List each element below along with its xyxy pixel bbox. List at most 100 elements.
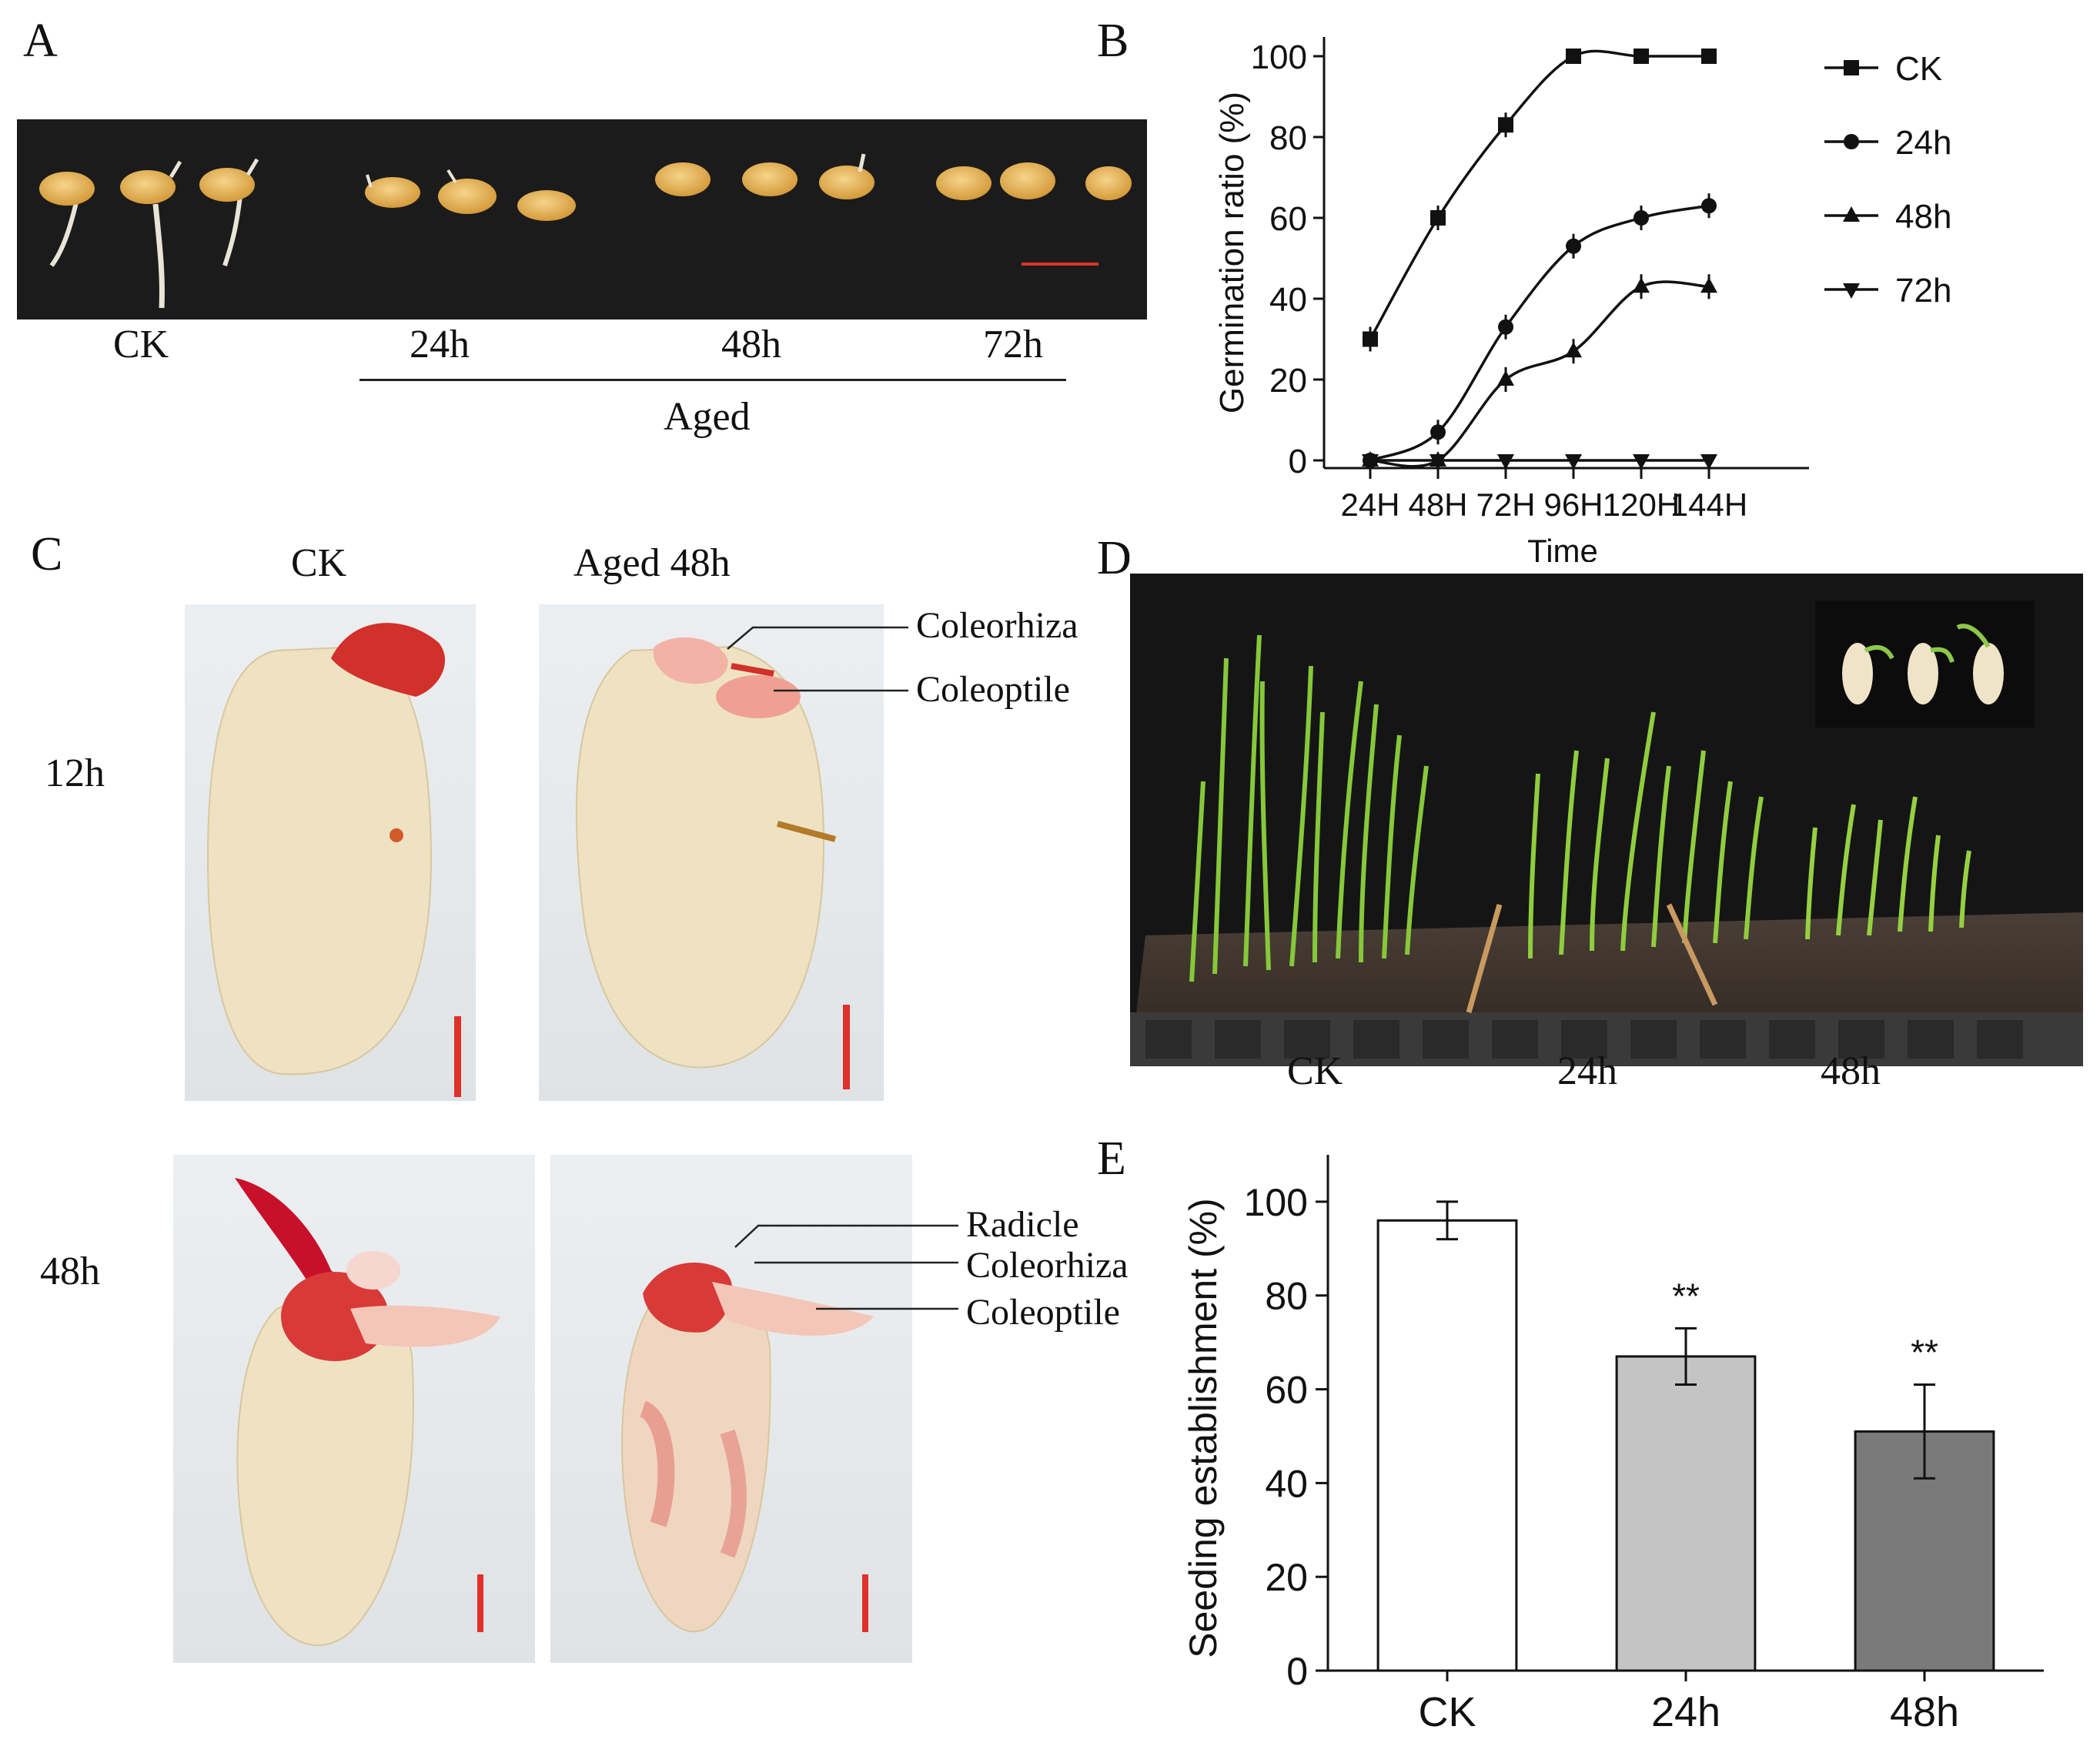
panel-c-row-48h: 48h [40,1250,100,1293]
annot-12h-coleoptile: Coleoptile [916,669,1070,710]
e-x-tick-label: CK [1418,1689,1476,1735]
b-y-tick-label: 60 [1269,200,1307,238]
e-significance-label: ** [1672,1276,1700,1316]
panel-c-col-ck: CK [291,541,347,585]
e-y-tick-label: 80 [1265,1275,1308,1318]
panel-a-label-72h: 72h [983,323,1043,366]
e-y-tick-label: 0 [1286,1650,1308,1693]
e-significance-label: ** [1911,1332,1938,1372]
b-y-tick-label: 20 [1269,362,1307,400]
b-legend-label: 48h [1895,198,1951,236]
panel-d-label-ck: CK [1287,1049,1343,1093]
b-point [1633,454,1650,470]
b-point [1497,454,1514,470]
b-point [1498,319,1513,335]
e-y-tick-label: 20 [1265,1556,1308,1599]
seeding-establishment-chart: 0 20 40 60 80 100 Seeding establishment (%) CK 2… [1182,1155,2044,1735]
panel-e-letter: E [1097,1132,1126,1185]
ck-48h-photo [173,1155,535,1663]
ck-12h-photo [185,604,476,1101]
ck-seeds [39,158,259,309]
b-legend-marker [1843,206,1860,222]
e-bar-ck [1376,1219,1518,1672]
panel-a-label-ck: CK [113,323,169,366]
b-y-tick-label: 0 [1289,443,1307,480]
b-x-tick-label: 48H [1408,487,1467,523]
aged-48h-seedlings [1805,796,1971,940]
b-x-tick-label: 120H [1603,487,1680,523]
b-series-ck [1363,49,1717,352]
aged-48h-seeds [655,153,874,199]
b-legend-label: 72h [1895,272,1951,309]
inset-seeds-image [1815,601,2035,728]
b-x-tick-label: 96H [1543,487,1603,523]
panel-a-photo [17,119,1147,319]
b-point [1566,49,1581,64]
aged48h-12h-photo [539,604,884,1101]
b-point [1633,277,1650,293]
panel-c-row-12h: 12h [45,751,105,795]
b-x-axis-title: Time [1527,533,1598,562]
aged48h-48h-photo [550,1155,912,1663]
b-legend-marker [1844,60,1859,75]
panel-a-letter: A [23,15,58,67]
b-point [1430,454,1446,470]
b-point [1701,198,1717,214]
b-y-axis-title: Germination ratio (%) [1213,92,1251,413]
e-x-tick-label: 48h [1890,1689,1959,1735]
b-legend-label: 24h [1895,124,1951,162]
b-point [1363,331,1378,347]
e-y-tick-label: 100 [1244,1181,1308,1224]
b-point [1634,49,1649,64]
aged-24h-seedlings [1528,711,1764,959]
germinated-seeds-image [39,153,1132,309]
b-point [1565,454,1582,470]
b-point [1700,277,1717,293]
panel-d-label-48h: 48h [1821,1049,1881,1093]
e-y-axis-title: Seeding establishment (%) [1182,1198,1225,1658]
aged-72h-seeds [936,162,1132,200]
b-y-tick-label: 40 [1269,281,1307,319]
e-y-tick-label: 40 [1265,1462,1308,1505]
panel-d-letter: D [1097,532,1132,584]
b-series-72h [1362,454,1717,470]
b-point [1498,117,1513,133]
b-point [1430,424,1446,440]
b-point [1362,454,1379,470]
panel-a-label-48h: 48h [721,323,781,366]
b-legend-marker [1844,134,1859,149]
e-x-tick-label: 24h [1651,1689,1720,1735]
b-point [1701,49,1717,64]
annot-12h-coleorhiza: Coleorhiza [916,605,1078,646]
panel-d-label-24h: 24h [1557,1049,1617,1093]
panel-b-letter: B [1097,15,1129,67]
aged-24h-seeds [365,169,576,221]
b-point [1565,342,1582,358]
e-bar-24h [1615,1355,1757,1672]
b-point [1566,238,1581,254]
b-point [1430,210,1446,226]
b-point [1634,210,1649,226]
b-series-24h [1363,193,1717,468]
b-y-tick-label: 100 [1251,38,1307,76]
b-legend-marker [1843,283,1860,299]
b-point [1700,454,1717,470]
annot-48h-coleoptile: Coleoptile [966,1292,1120,1333]
annot-48h-coleorhiza: Coleorhiza [966,1245,1129,1286]
b-x-tick-label: 24H [1340,487,1399,523]
panel-a-group-label: Aged [664,395,751,439]
aged-bracket-line [359,379,1066,381]
b-y-tick-label: 80 [1269,119,1307,157]
scale-bar [1022,263,1098,266]
b-legend-label: CK [1895,50,1942,88]
panel-c-letter: C [31,528,63,580]
e-y-tick-label: 60 [1265,1369,1308,1412]
annot-48h-radicle: Radicle [966,1204,1079,1245]
b-point [1497,370,1514,386]
ck-seedlings [1189,634,1429,982]
panel-a-label-24h: 24h [410,323,470,366]
b-x-tick-label: 144H [1670,487,1747,523]
